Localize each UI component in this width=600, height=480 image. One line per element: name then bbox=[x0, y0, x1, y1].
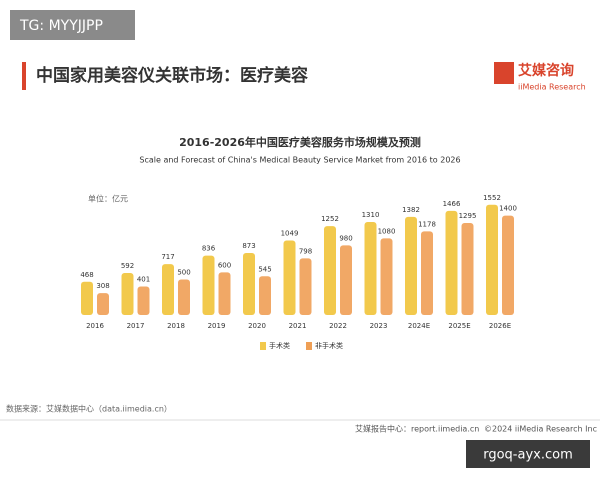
source: 数据来源：艾媒数据中心（data.iimedia.cn） bbox=[6, 404, 172, 414]
x-tick-label: 2017 bbox=[127, 322, 145, 330]
x-tick-label: 2016 bbox=[86, 322, 104, 330]
bar bbox=[178, 279, 190, 315]
value-label: 717 bbox=[161, 253, 174, 261]
x-tick-label: 2020 bbox=[248, 322, 266, 330]
chart-title: 2016-2026年中国医疗美容服务市场规模及预测 bbox=[179, 135, 421, 149]
x-tick-label: 2023 bbox=[370, 322, 388, 330]
value-label: 1310 bbox=[362, 211, 380, 219]
value-label: 1466 bbox=[443, 200, 461, 208]
bar bbox=[380, 238, 393, 315]
value-label: 1049 bbox=[281, 230, 299, 238]
value-label: 1295 bbox=[459, 212, 477, 220]
value-label: 592 bbox=[121, 262, 134, 270]
x-tick-label: 2022 bbox=[329, 322, 347, 330]
footer-right: ©2024 iiMedia Research Inc bbox=[484, 425, 597, 434]
bar bbox=[121, 272, 134, 315]
legend-label: 手术类 bbox=[269, 341, 290, 350]
header-bar bbox=[22, 62, 26, 90]
value-label: 1400 bbox=[499, 205, 517, 213]
bar bbox=[259, 276, 271, 315]
value-label: 1080 bbox=[378, 227, 396, 235]
bar bbox=[364, 221, 377, 315]
value-label: 873 bbox=[242, 242, 255, 250]
bar bbox=[97, 293, 109, 315]
unit: 单位：亿元 bbox=[88, 194, 128, 204]
x-tick-label: 2024E bbox=[408, 322, 430, 330]
bar bbox=[299, 258, 312, 315]
bar bbox=[202, 255, 215, 315]
x-tick-label: 2026E bbox=[489, 322, 511, 330]
value-label: 468 bbox=[80, 271, 93, 279]
bar bbox=[243, 253, 255, 315]
bar bbox=[421, 231, 433, 315]
header: 中国家用美容仪关联市场：医疗美容 bbox=[36, 65, 308, 86]
chart-subtitle: Scale and Forecast of China's Medical Be… bbox=[139, 156, 460, 165]
bar bbox=[445, 210, 458, 315]
value-label: 500 bbox=[177, 269, 190, 277]
watermark: rgoq-ayx.com bbox=[483, 448, 573, 463]
value-label: 798 bbox=[299, 247, 312, 255]
bar bbox=[405, 216, 417, 315]
logo-sub: iiMedia Research bbox=[518, 83, 586, 92]
bar bbox=[283, 240, 296, 315]
value-label: 545 bbox=[258, 265, 271, 273]
bar bbox=[162, 264, 174, 315]
legend-swatch bbox=[260, 342, 266, 350]
logo-icon bbox=[494, 62, 514, 84]
watermark-box bbox=[466, 440, 590, 468]
value-label: 836 bbox=[202, 245, 216, 253]
legend-label: 非手术类 bbox=[315, 341, 343, 350]
value-label: 1382 bbox=[402, 206, 420, 214]
footer-left: 艾媒报告中心：report.iimedia.cn bbox=[355, 424, 479, 434]
watermark-box bbox=[10, 10, 135, 40]
value-label: 401 bbox=[137, 276, 150, 284]
bar bbox=[81, 281, 93, 315]
bar bbox=[340, 245, 352, 315]
value-label: 980 bbox=[339, 234, 352, 242]
bar bbox=[218, 272, 231, 315]
bar bbox=[137, 286, 150, 315]
x-tick-label: 2021 bbox=[289, 322, 307, 330]
bar bbox=[486, 204, 498, 315]
x-tick-label: 2025E bbox=[448, 322, 470, 330]
x-tick-label: 2018 bbox=[167, 322, 185, 330]
value-label: 1178 bbox=[418, 220, 436, 228]
watermark: TG: MYYJJPP bbox=[19, 18, 103, 34]
logo: 艾媒咨询 bbox=[518, 62, 574, 79]
x-tick-label: 2019 bbox=[208, 322, 226, 330]
bar bbox=[324, 226, 336, 315]
bar bbox=[461, 223, 474, 315]
value-label: 600 bbox=[218, 261, 231, 269]
bar bbox=[502, 215, 514, 315]
legend-swatch bbox=[306, 342, 312, 350]
value-label: 1552 bbox=[483, 194, 501, 202]
value-label: 308 bbox=[96, 282, 109, 290]
value-label: 1252 bbox=[321, 215, 339, 223]
